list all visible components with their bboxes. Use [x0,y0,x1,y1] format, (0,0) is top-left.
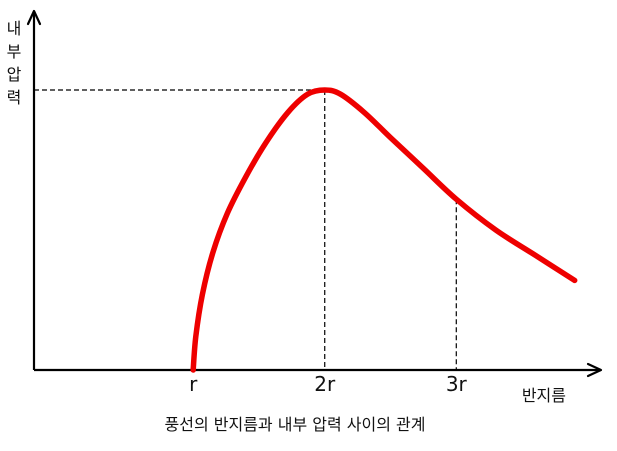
y-axis-arrow-icon [26,9,42,26]
series-layer [190,87,578,373]
y-axis-label-char-3: 력 [7,88,22,107]
y-axis-label-char-0: 내 [7,19,22,38]
y-axis-label-char-1: 부 [7,42,22,61]
axes [26,9,603,378]
chart-caption: 풍선의 반지름과 내부 압력 사이의 관계 [165,415,426,434]
y-axis-label-char-2: 압 [7,65,22,84]
x-axis-label: 반지름 [522,386,566,405]
series-line-0 [190,87,578,373]
x-tick-label-r: r [189,372,198,396]
x-tick-label-2r: 2r [314,372,336,396]
x-tick-labels: r 2r 3r [189,372,467,396]
x-axis-arrow-icon [586,362,603,378]
reference-guides [34,89,457,370]
x-tick-label-3r: 3r [446,372,468,396]
